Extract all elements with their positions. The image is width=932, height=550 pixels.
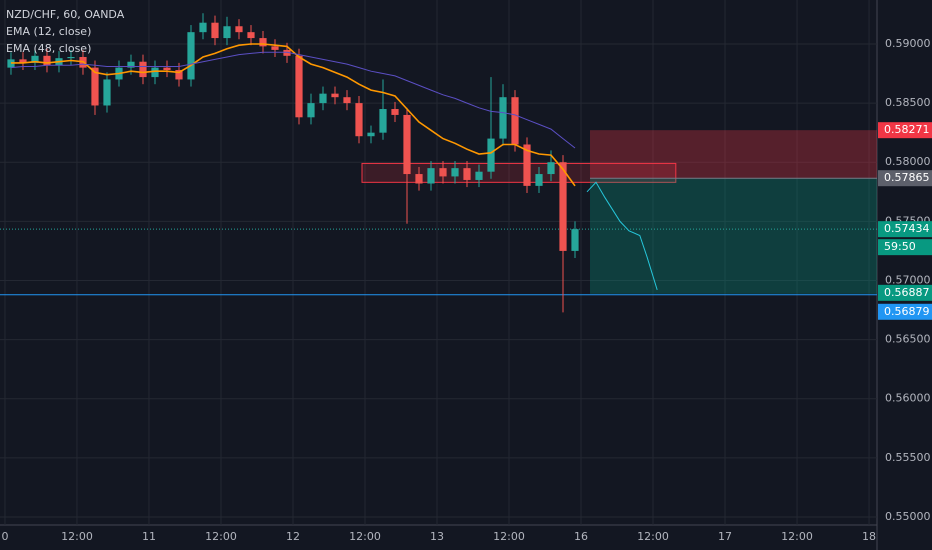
x-tick-label: 12:00 xyxy=(349,530,381,543)
countdown-label: 59:50 xyxy=(884,240,916,253)
x-tick-label: 12 xyxy=(286,530,300,543)
candle-body xyxy=(523,144,531,186)
stop-label: 0.58271 xyxy=(884,123,930,136)
x-tick-label: 12:00 xyxy=(205,530,237,543)
candle-body xyxy=(511,97,519,145)
candle-body xyxy=(343,97,351,104)
candle-body xyxy=(67,56,75,59)
candle-body xyxy=(127,61,135,68)
countdown-label-bg xyxy=(878,239,932,256)
candle-body xyxy=(571,229,579,251)
candle-body xyxy=(559,162,567,251)
stop-zone xyxy=(590,130,877,179)
candle-body xyxy=(19,59,27,63)
x-tick-label: 12:00 xyxy=(637,530,669,543)
candle-body xyxy=(43,55,51,66)
candle-body xyxy=(307,103,315,118)
candle-body xyxy=(31,55,39,63)
y-tick-label: 0.58000 xyxy=(885,155,931,168)
x-tick-label: 12:00 xyxy=(781,530,813,543)
candle-body xyxy=(199,22,207,33)
last-price-label: 0.57434 xyxy=(884,222,930,235)
candle-body xyxy=(223,26,231,39)
stop-label-bg xyxy=(878,122,932,139)
candle-body xyxy=(139,61,147,78)
candle-body xyxy=(463,168,471,180)
x-tick-label: 11 xyxy=(142,530,156,543)
candle-body xyxy=(151,67,159,78)
legend-entry: NZD/CHF, 60, OANDA xyxy=(6,8,125,21)
candle-body xyxy=(355,103,363,137)
legend-entry: EMA (48, close) xyxy=(6,42,91,55)
candle-body xyxy=(487,138,495,172)
candle-body xyxy=(331,93,339,98)
candle-body xyxy=(439,168,447,177)
y-tick-label: 0.55000 xyxy=(885,510,931,523)
candle-body xyxy=(295,55,303,118)
candle-body xyxy=(403,114,411,175)
x-tick-label: 12:00 xyxy=(493,530,525,543)
x-tick-label: 12:00 xyxy=(61,530,93,543)
candle-body xyxy=(547,162,555,175)
candle-body xyxy=(427,168,435,184)
hline-label: 0.56879 xyxy=(884,305,930,318)
candle-body xyxy=(271,46,279,50)
plot-area xyxy=(0,0,877,525)
y-tick-label: 0.58500 xyxy=(885,96,931,109)
candle-body xyxy=(415,174,423,184)
y-tick-label: 0.57000 xyxy=(885,273,931,286)
projection-line xyxy=(586,181,658,291)
candle-body xyxy=(319,93,327,104)
x-tick-label: 16 xyxy=(574,530,588,543)
ema-line xyxy=(10,51,576,149)
legend-entry: EMA (12, close) xyxy=(6,25,91,38)
candle-body xyxy=(535,174,543,186)
y-tick-label: 0.59000 xyxy=(885,37,931,50)
candle-body xyxy=(259,38,267,47)
candle-body xyxy=(211,22,219,39)
candle-body xyxy=(7,59,15,68)
candle-body xyxy=(391,109,399,115)
hline-label-bg xyxy=(878,303,932,320)
target-zone xyxy=(590,178,877,294)
candle-body xyxy=(247,32,255,39)
candle-body xyxy=(367,132,375,137)
candle-body xyxy=(283,49,291,56)
last-price-label-bg xyxy=(878,221,932,238)
candle-body xyxy=(187,32,195,80)
candle-body xyxy=(91,67,99,106)
candle-body xyxy=(499,97,507,139)
y-tick-label: 0.56000 xyxy=(885,392,931,405)
y-tick-label: 0.55500 xyxy=(885,451,931,464)
candle-body xyxy=(475,171,483,180)
x-tick-label: 17 xyxy=(718,530,732,543)
x-tick-label: 18 xyxy=(862,530,876,543)
candle-body xyxy=(451,168,459,177)
entry-label-bg xyxy=(878,170,932,187)
x-tick-label: 0 xyxy=(1,530,8,543)
target-label: 0.56887 xyxy=(884,286,930,299)
x-tick-label: 13 xyxy=(430,530,444,543)
candle-body xyxy=(379,109,387,133)
candle-body xyxy=(235,26,243,33)
target-label-bg xyxy=(878,284,932,301)
ema-line xyxy=(11,43,576,187)
entry-label: 0.57865 xyxy=(884,171,930,184)
y-tick-label: 0.56500 xyxy=(885,333,931,346)
candle-body xyxy=(103,79,111,106)
legend: NZD/CHF, 60, OANDA EMA (12, close) EMA (48… xyxy=(6,8,125,55)
candle-body xyxy=(175,70,183,80)
candle-body xyxy=(163,67,171,70)
